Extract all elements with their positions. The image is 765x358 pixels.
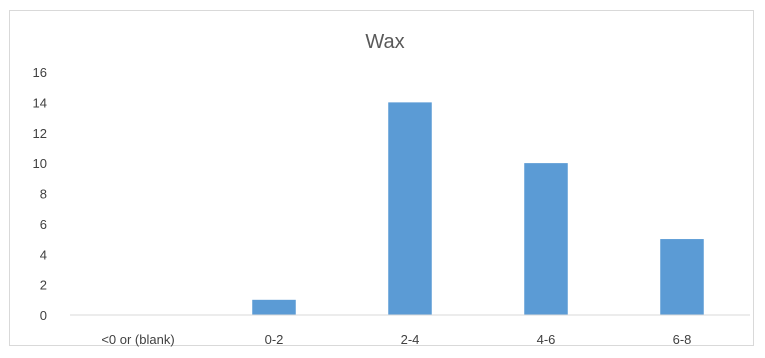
y-tick-label: 4	[40, 247, 47, 262]
y-tick-label: 12	[33, 126, 47, 141]
y-tick-label: 16	[33, 65, 47, 80]
y-tick-label: 10	[33, 156, 47, 171]
bars	[252, 102, 704, 315]
y-axis-tick-labels: 0 2 4 6 8 10 12 14 16	[33, 65, 47, 323]
x-tick-label: 2-4	[401, 332, 420, 347]
y-tick-label: 0	[40, 308, 47, 323]
y-tick-label: 14	[33, 95, 47, 110]
x-tick-label: <0 or (blank)	[101, 332, 174, 347]
bar	[388, 102, 432, 315]
chart-frame	[9, 10, 754, 346]
bar	[252, 299, 296, 315]
bar	[524, 163, 568, 315]
x-axis-tick-labels: <0 or (blank) 0-2 2-4 4-6 6-8	[101, 332, 691, 347]
bar	[660, 239, 704, 315]
y-tick-label: 6	[40, 217, 47, 232]
y-tick-label: 8	[40, 187, 47, 202]
x-tick-label: 0-2	[265, 332, 284, 347]
x-tick-label: 4-6	[537, 332, 556, 347]
y-tick-label: 2	[40, 278, 47, 293]
x-tick-label: 6-8	[673, 332, 692, 347]
chart-title: Wax	[365, 31, 404, 53]
